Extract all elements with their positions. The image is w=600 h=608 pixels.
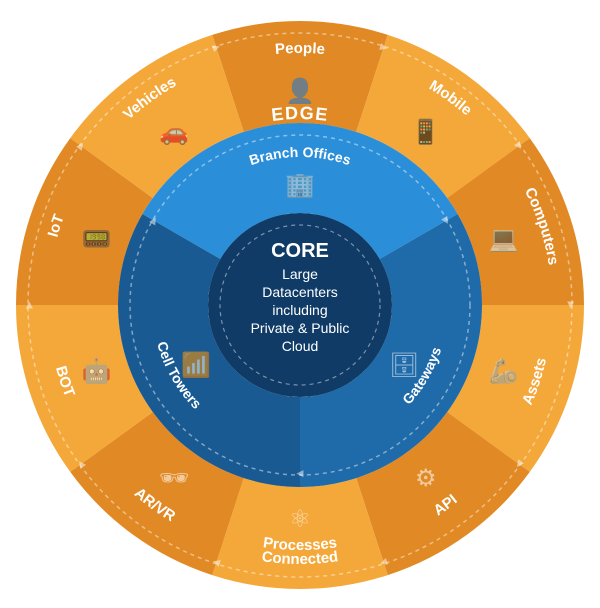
core-body-line: Large: [282, 266, 318, 282]
bot-icon: 🤖: [82, 357, 112, 385]
ring-arrow: ▸: [296, 467, 303, 483]
branch-icon: 🏢: [285, 172, 315, 199]
ring-arrow: ▸: [564, 301, 580, 308]
endpoint-label-people: People: [274, 40, 325, 58]
assets-icon: 🦾: [489, 358, 519, 385]
people-icon: 👤: [285, 77, 315, 105]
core-title: CORE: [271, 240, 329, 262]
cell-icon: 📶: [181, 351, 211, 379]
computers-icon: 💻: [489, 226, 519, 253]
vehicles-icon: 🚗: [159, 119, 189, 146]
api-icon: ⚙: [415, 465, 437, 492]
core-body-line: Private & Public: [251, 320, 350, 336]
gateway-icon: 🗄: [389, 352, 419, 379]
mobile-icon: 📱: [411, 118, 441, 146]
iot-icon: 📟: [82, 226, 112, 253]
ring-arrow: ▸: [20, 301, 36, 308]
arvr-icon: 🕶: [159, 465, 189, 492]
core-body-line: including: [272, 302, 327, 318]
core-body-line: Datacenters: [262, 284, 337, 300]
endpoint-seg-connproc: [212, 478, 388, 589]
connproc-icon: ⚛: [289, 506, 311, 533]
core-body-line: Cloud: [282, 338, 319, 354]
svg-text:Processes: Processes: [262, 534, 338, 554]
